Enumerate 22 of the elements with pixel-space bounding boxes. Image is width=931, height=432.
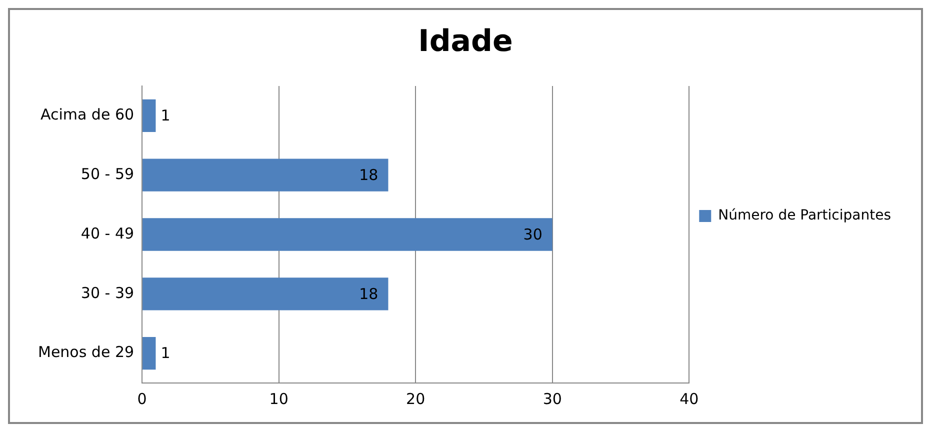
y-tick-label: 50 - 59: [80, 164, 134, 183]
data-label: 30: [523, 225, 542, 244]
y-tick-label: Menos de 29: [38, 343, 134, 362]
data-label: 1: [160, 106, 170, 125]
bar: [142, 336, 156, 370]
data-label: 18: [359, 166, 378, 184]
x-tick-label: 0: [137, 390, 147, 408]
x-tick-label: 10: [269, 390, 288, 408]
y-tick-label: 30 - 39: [80, 284, 134, 302]
y-tick-label: 40 - 49: [80, 224, 134, 242]
bar: [142, 99, 156, 132]
bar: [142, 158, 388, 192]
chart-title: Idade: [418, 24, 513, 59]
data-label: 18: [359, 284, 378, 303]
y-tick-label: Acima de 60: [40, 106, 134, 124]
x-tick-label: 30: [542, 390, 562, 408]
legend-label: Número de Participantes: [718, 208, 892, 224]
data-label: 1: [160, 344, 170, 362]
bar: [142, 218, 552, 251]
bar: [142, 278, 388, 310]
x-tick-label: 40: [680, 390, 699, 408]
x-tick-label: 20: [406, 390, 426, 408]
